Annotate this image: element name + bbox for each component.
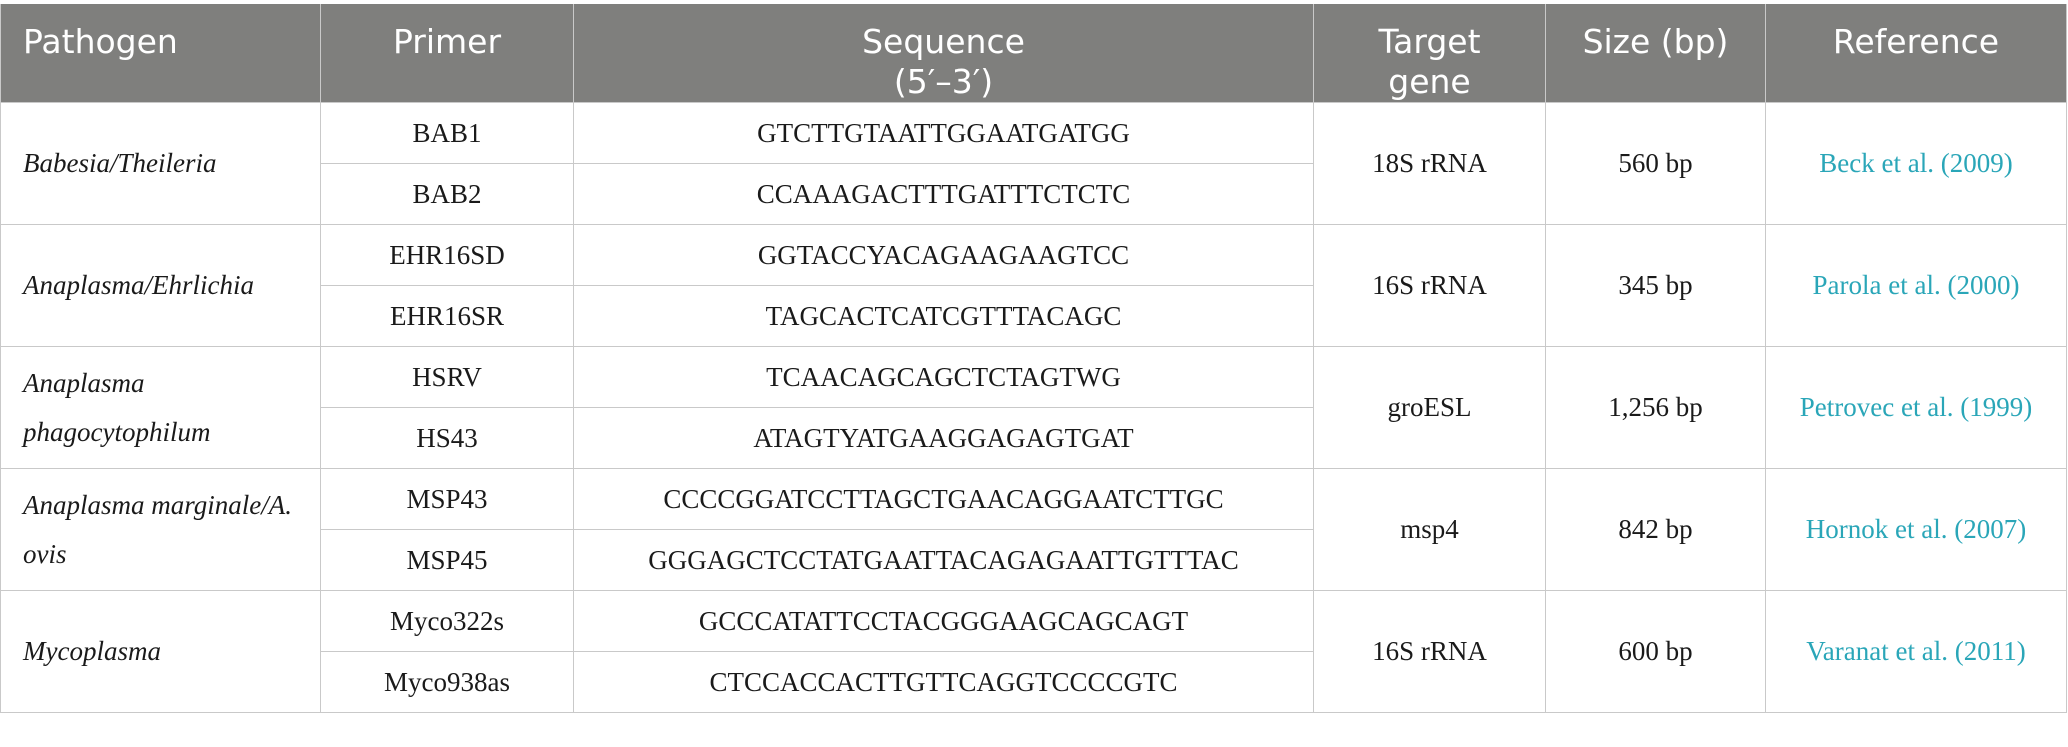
reference-link[interactable]: Varanat et al. (2011) [1765, 590, 2067, 713]
reference-link[interactable]: Beck et al. (2009) [1765, 102, 2067, 225]
table-row: Mycoplasma Myco322s GCCCATATTCCTACGGGAAG… [0, 590, 2067, 713]
target-gene-cell: msp4 [1313, 468, 1546, 591]
target-gene-cell: groESL [1313, 346, 1546, 469]
pathogen-cell: Mycoplasma [0, 590, 321, 713]
header-target-line1: Target [1378, 22, 1481, 61]
primer-cell: EHR16SD [320, 224, 574, 286]
target-gene-cell: 16S rRNA [1313, 224, 1546, 347]
primer-cell: BAB2 [320, 163, 574, 225]
size-cell: 560 bp [1545, 102, 1766, 225]
pathogen-cell: Babesia/Theileria [0, 102, 321, 225]
table-row: Anaplasma phagocytophilum HSRV TCAACAGCA… [0, 346, 2067, 469]
pathogen-cell: Anaplasma/Ehrlichia [0, 224, 321, 347]
primer-cell: EHR16SR [320, 285, 574, 347]
sequence-cell: GGGAGCTCCTATGAATTACAGAGAATTGTTTAC [573, 529, 1314, 591]
target-gene-cell: 18S rRNA [1313, 102, 1546, 225]
header-sequence-line1: Sequence [862, 22, 1025, 61]
sequence-cell: GTCTTGTAATTGGAATGATGG [573, 102, 1314, 164]
primer-cell: BAB1 [320, 102, 574, 164]
table-row: BAB2 CCAAAGACTTTGATTTCTCTC [1, 163, 2067, 225]
header-pathogen: Pathogen [0, 4, 321, 103]
reference-link[interactable]: Parola et al. (2000) [1765, 224, 2067, 347]
sequence-cell: TAGCACTCATCGTTTACAGC [573, 285, 1314, 347]
sequence-cell: TCAACAGCAGCTCTAGTWG [573, 346, 1314, 408]
size-cell: 1,256 bp [1545, 346, 1766, 469]
table-row: HS43 ATAGTYATGAAGGAGAGTGAT [1, 407, 2067, 469]
sequence-cell: CCAAAGACTTTGATTTCTCTC [573, 163, 1314, 225]
primer-table: Pathogen Primer Sequence (5′–3′) Target ge… [0, 4, 2067, 713]
table-row: MSP45 GGGAGCTCCTATGAATTACAGAGAATTGTTTAC [1, 529, 2067, 591]
table-row: Myco938as CTCCACCACTTGTTCAGGTCCCCGTC [1, 651, 2067, 713]
sequence-cell: GCCCATATTCCTACGGGAAGCAGCAGT [573, 590, 1314, 652]
table-row: Anaplasma marginale/A. ovis MSP43 CCCCGG… [0, 468, 2067, 591]
pathogen-cell: Anaplasma marginale/A. ovis [0, 468, 321, 591]
size-cell: 842 bp [1545, 468, 1766, 591]
header-sequence: Sequence (5′–3′) [573, 4, 1314, 103]
table-row: Anaplasma/Ehrlichia EHR16SD GGTACCYACAGA… [0, 224, 2067, 347]
target-gene-cell: 16S rRNA [1313, 590, 1546, 713]
primer-cell: MSP43 [320, 468, 574, 530]
sequence-cell: CCCCGGATCCTTAGCTGAACAGGAATCTTGC [573, 468, 1314, 530]
reference-link[interactable]: Petrovec et al. (1999) [1765, 346, 2067, 469]
table-row: Babesia/Theileria BAB1 GTCTTGTAATTGGAATG… [0, 102, 2067, 225]
size-cell: 345 bp [1545, 224, 1766, 347]
sequence-cell: ATAGTYATGAAGGAGAGTGAT [573, 407, 1314, 469]
primer-cell: HSRV [320, 346, 574, 408]
primer-cell: MSP45 [320, 529, 574, 591]
pathogen-cell: Anaplasma phagocytophilum [0, 346, 321, 469]
primer-cell: HS43 [320, 407, 574, 469]
header-target-line2: gene [1388, 62, 1471, 101]
sequence-cell: GGTACCYACAGAAGAAGTCC [573, 224, 1314, 286]
size-cell: 600 bp [1545, 590, 1766, 713]
header-row: Pathogen Primer Sequence (5′–3′) Target ge… [0, 4, 2067, 103]
primer-cell: Myco322s [320, 590, 574, 652]
header-size: Size (bp) [1545, 4, 1766, 103]
header-reference: Reference [1765, 4, 2067, 103]
header-target-gene: Target gene [1313, 4, 1546, 103]
sequence-cell: CTCCACCACTTGTTCAGGTCCCCGTC [573, 651, 1314, 713]
reference-link[interactable]: Hornok et al. (2007) [1765, 468, 2067, 591]
header-sequence-line2: (5′–3′) [893, 62, 994, 101]
header-primer: Primer [320, 4, 574, 103]
primer-cell: Myco938as [320, 651, 574, 713]
